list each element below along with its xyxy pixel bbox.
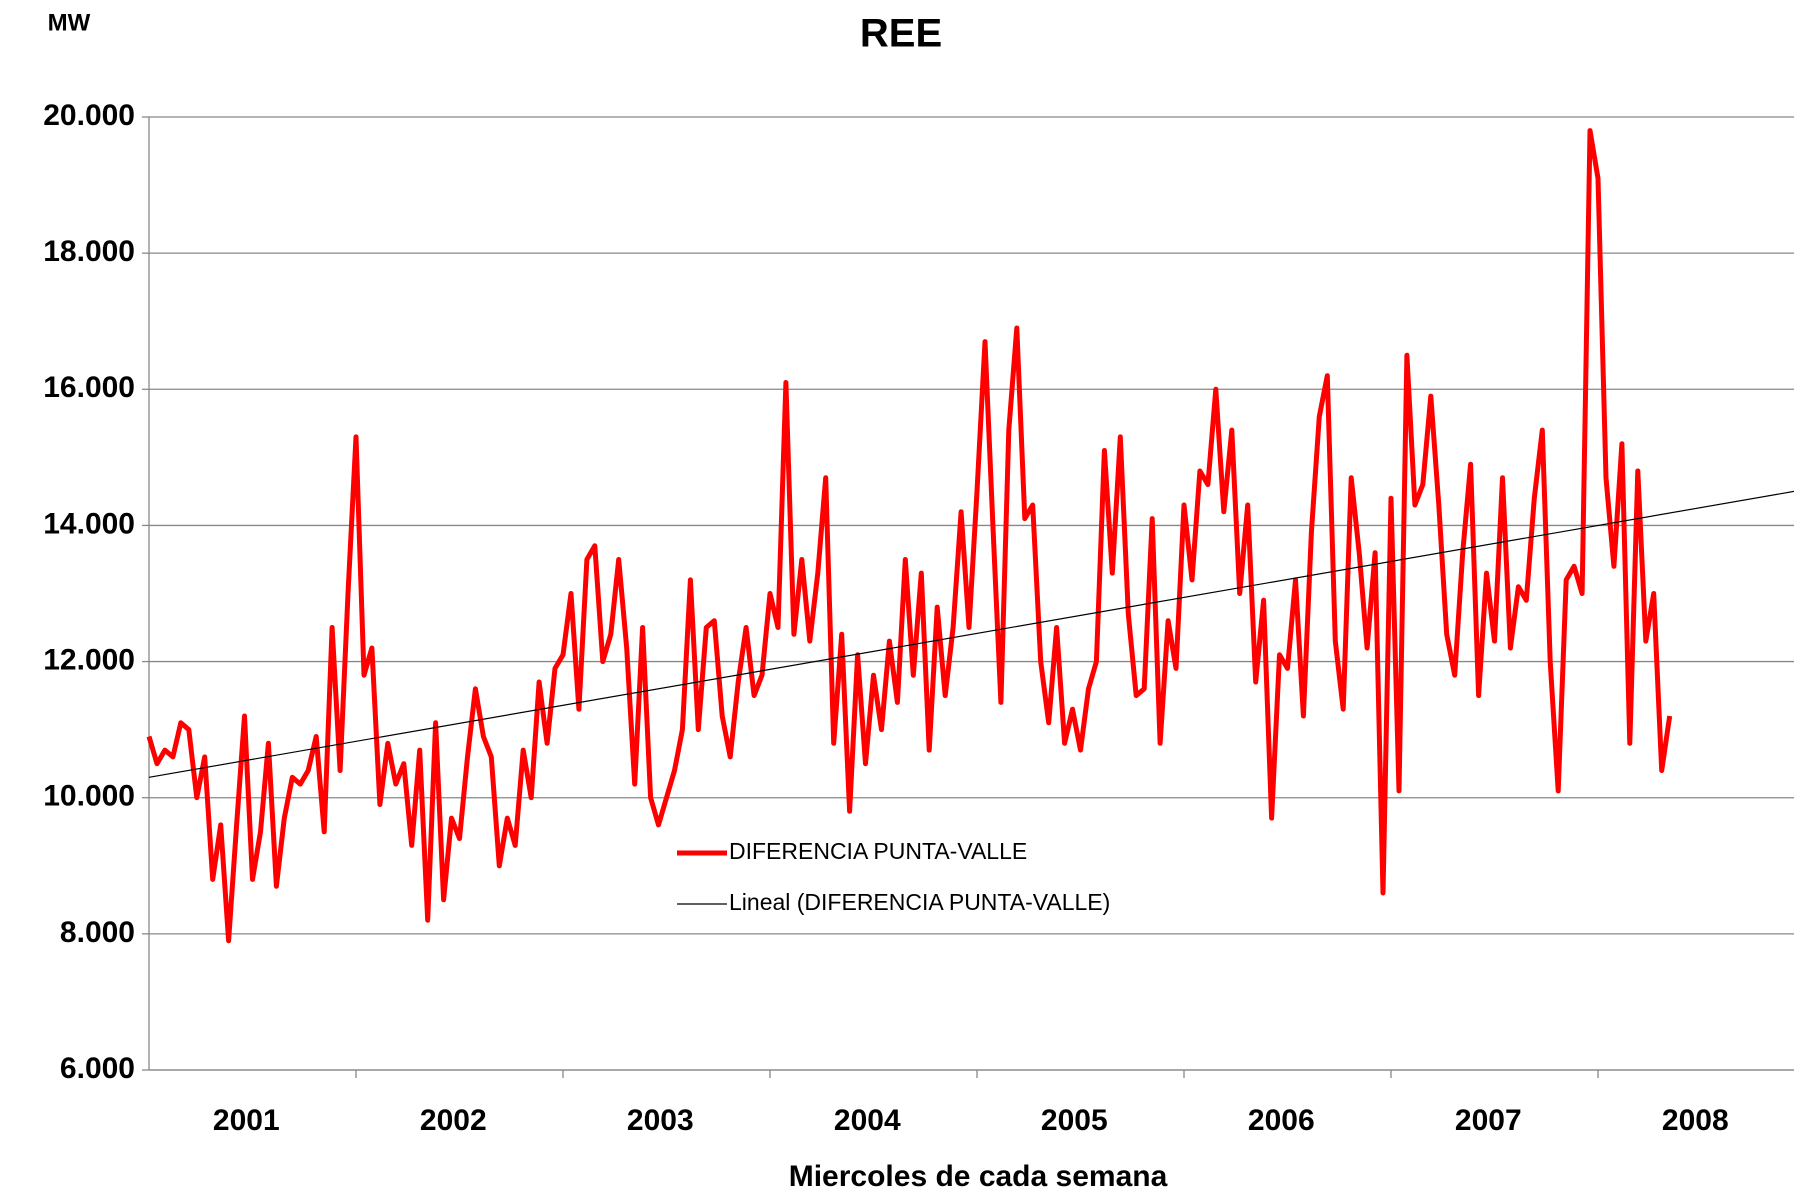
y-tick-label: 16.000 [43,371,135,404]
x-tick-label: 2001 [213,1104,280,1137]
y-tick-label: 10.000 [43,780,135,813]
x-tick-label: 2008 [1662,1104,1729,1137]
y-tick-label: 14.000 [43,507,135,540]
y-tick-label: 6.000 [60,1052,135,1085]
y-tick-label: 18.000 [43,235,135,268]
data-line [146,128,1673,944]
trend-line [148,490,1794,778]
chart-title: REE [860,12,942,56]
x-axis-title: Miercoles de cada semana [789,1160,1168,1193]
x-tick-label: 2005 [1041,1104,1108,1137]
x-tick-label: 2003 [627,1104,694,1137]
x-tick-label: 2007 [1455,1104,1522,1137]
legend-label: DIFERENCIA PUNTA-VALLE [729,838,1027,864]
y-tick-label: 8.000 [60,916,135,949]
y-unit: MW [48,9,91,36]
x-tick-label: 2002 [420,1104,487,1137]
legend-label: Lineal (DIFERENCIA PUNTA-VALLE) [729,889,1110,915]
y-tick-label: 12.000 [43,643,135,676]
x-tick-label: 2006 [1248,1104,1315,1137]
x-tick-label: 2004 [834,1104,901,1137]
y-tick-label: 20.000 [43,99,135,132]
